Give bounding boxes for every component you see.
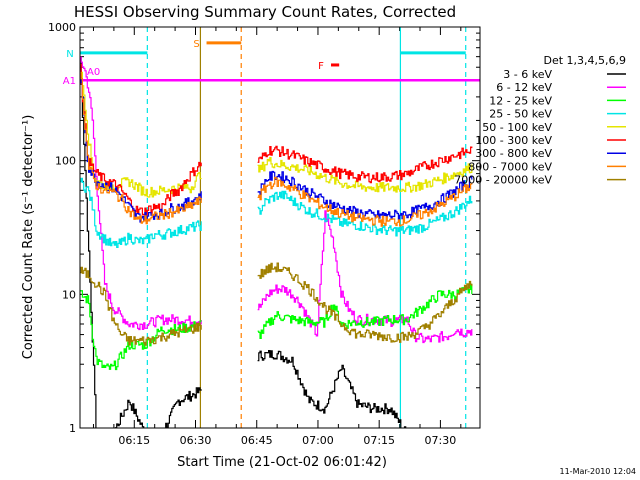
legend-label: 25 - 50 keV [489, 108, 552, 121]
plot-frame [79, 26, 481, 429]
legend-label: 12 - 25 keV [489, 94, 552, 107]
plot-area [80, 27, 480, 428]
series-line [80, 56, 407, 428]
y-tick-label: 100 [55, 155, 76, 168]
legend-label: 3 - 6 keV [503, 68, 552, 81]
legend-title: Det 1,3,4,5,6,9 [543, 54, 626, 67]
footer-timestamp: 11-Mar-2010 12:04 [560, 467, 637, 476]
flag-label: F [318, 61, 324, 72]
x-axis-label: Start Time (21-Oct-02 06:01:42) [177, 455, 387, 470]
legend-label: 6 - 12 keV [496, 81, 552, 94]
series-line [80, 262, 473, 346]
y-tick-label: 1000 [48, 21, 76, 34]
series-line [80, 56, 473, 344]
series-line [80, 63, 473, 217]
legend-label: 7000 - 20000 keV [454, 174, 552, 187]
series-line [80, 72, 473, 227]
legend-label: 50 - 100 keV [482, 121, 552, 134]
x-tick-label: 06:30 [180, 434, 212, 447]
x-tick-label: 06:45 [241, 434, 273, 447]
legend-label: 300 - 800 keV [475, 147, 552, 160]
x-tick-label: 07:30 [425, 434, 457, 447]
y-tick-label: 10 [62, 288, 76, 301]
y-axis-label: Corrected Count Rate (s⁻¹ detector⁻¹) [21, 115, 36, 360]
legend-label: 100 - 300 keV [475, 134, 552, 147]
series-line [80, 77, 473, 223]
series-line [80, 283, 473, 371]
flag-label: N [66, 49, 73, 60]
x-tick-label: 07:15 [363, 434, 395, 447]
chart-title: HESSI Observing Summary Count Rates, Cor… [74, 3, 456, 21]
attenuator-label: A0 [87, 67, 100, 78]
attenuator-label: A1 [63, 76, 76, 87]
y-tick-label: 1 [69, 422, 76, 435]
series-line [80, 177, 473, 248]
x-tick-label: 07:00 [302, 434, 334, 447]
legend-label: 800 - 7000 keV [468, 160, 552, 173]
x-tick-label: 06:15 [118, 434, 150, 447]
flag-label: S [193, 39, 199, 50]
